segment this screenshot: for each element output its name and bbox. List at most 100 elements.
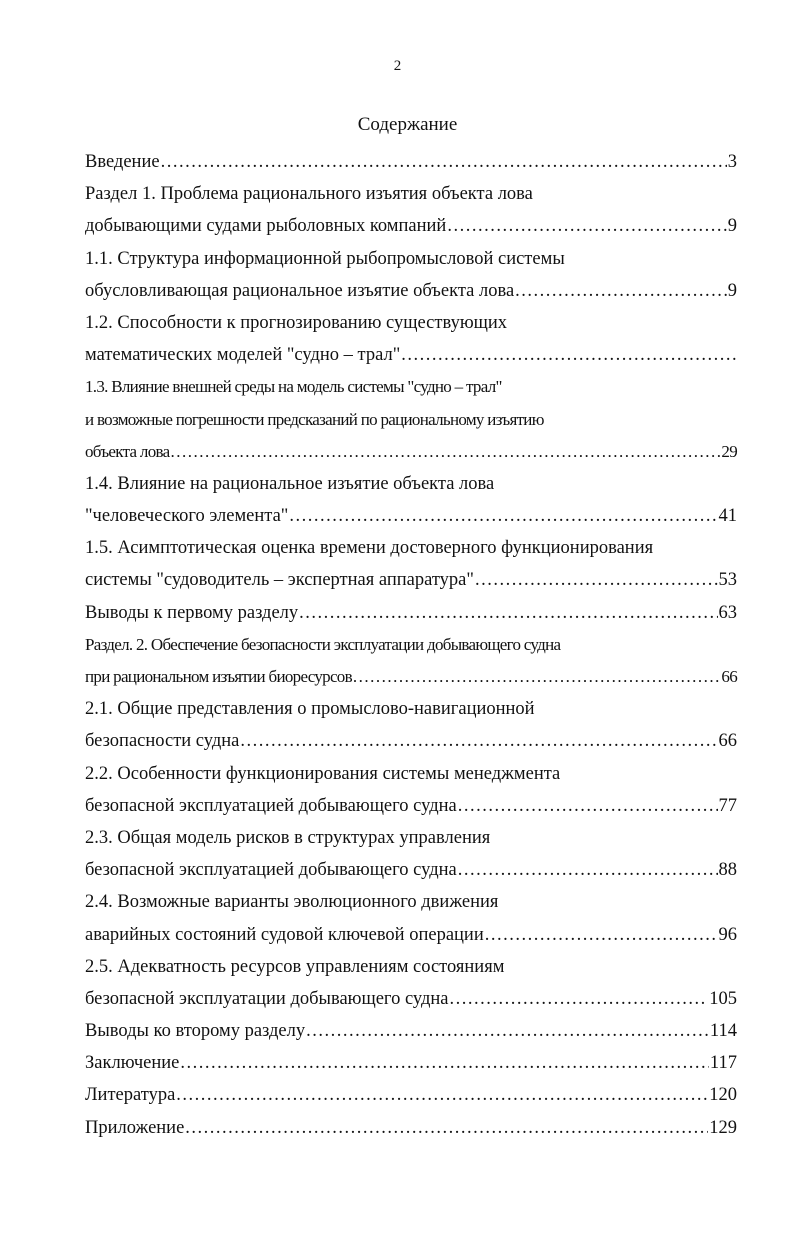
toc-entry: Приложение 129 xyxy=(85,1112,737,1144)
toc-entry: 2.5. Адекватность ресурсов управлениям с… xyxy=(85,951,737,983)
toc-entry-text: Раздел. 2. Обеспечение безопасности эксп… xyxy=(85,634,561,654)
toc-entry-text: 2.1. Общие представления о промыслово-на… xyxy=(85,699,535,720)
toc-entry-page: 9 xyxy=(727,216,737,237)
toc-entry: Выводы ко второму разделу 114 xyxy=(85,1015,737,1047)
toc-entry-text: объекта лова xyxy=(85,441,170,461)
toc-entry: 2.2. Особенности функционирования систем… xyxy=(85,758,737,790)
toc-entry: 1.2. Способности к прогнозированию сущес… xyxy=(85,307,737,339)
toc-entry: математических моделей "судно – трал" xyxy=(85,339,737,371)
toc-entry-text: 2.5. Адекватность ресурсов управлениям с… xyxy=(85,956,505,977)
toc-entry: 1.3. Влияние внешней среды на модель сис… xyxy=(85,371,737,403)
toc-entry: Раздел 1. Проблема рационального изъятия… xyxy=(85,178,737,210)
toc-entry-text: безопасной эксплуатацией добывающего суд… xyxy=(85,860,457,881)
dot-leader xyxy=(485,919,718,951)
toc-entry: Литература 120 xyxy=(85,1079,737,1111)
toc-entry-page: 77 xyxy=(718,795,738,816)
dot-leader xyxy=(306,1015,709,1047)
toc-entry-text: 2.4. Возможные варианты эволюционного дв… xyxy=(85,892,499,913)
table-of-contents: Введение 3 Раздел 1. Проблема рациональног… xyxy=(85,146,738,1144)
dot-leader xyxy=(458,790,718,822)
toc-entry-text: 1.5. Асимптотическая оценка времени дост… xyxy=(85,538,654,559)
toc-entry-page: 63 xyxy=(718,602,738,623)
toc-entry-page: 66 xyxy=(718,731,738,752)
dot-leader xyxy=(447,210,726,242)
toc-entry-text: добывающими судами рыболовных компаний xyxy=(85,216,447,237)
toc-entry-text: 1.1. Структура информационной рыбопромыс… xyxy=(85,248,565,269)
toc-entry: 1.5. Асимптотическая оценка времени дост… xyxy=(85,532,737,564)
toc-entry-text: Раздел 1. Проблема рационального изъятия… xyxy=(85,184,533,205)
toc-entry-text: при рациональном изъятии биоресурсов xyxy=(85,667,353,686)
dot-leader xyxy=(353,661,720,693)
toc-entry-page: 117 xyxy=(709,1053,737,1074)
toc-entry-page: 105 xyxy=(709,988,737,1009)
toc-entry-page: 29 xyxy=(721,441,737,461)
dot-leader xyxy=(176,1079,708,1111)
toc-entry: безопасной эксплуатацией добывающего суд… xyxy=(85,790,737,822)
toc-entry-text: Выводы к первому разделу xyxy=(85,602,299,623)
toc-entry-text: системы "судоводитель – экспертная аппар… xyxy=(85,570,474,591)
toc-entry: "человеческого элемента" 41 xyxy=(85,500,737,532)
dot-leader xyxy=(458,854,718,886)
toc-entry-text: 2.2. Особенности функционирования систем… xyxy=(85,763,561,784)
toc-entry: безопасной эксплуатации добывающего судн… xyxy=(85,983,737,1015)
toc-entry-page: 53 xyxy=(718,570,738,591)
toc-entry-text: Заключение xyxy=(85,1053,180,1074)
toc-entry: 2.3. Общая модель рисков в структурах уп… xyxy=(85,822,737,854)
toc-entry-page: 3 xyxy=(727,152,737,172)
toc-entry-text: безопасной эксплуатации добывающего судн… xyxy=(85,988,449,1009)
toc-entry-text: безопасности судна xyxy=(85,731,240,752)
dot-leader xyxy=(185,1112,708,1144)
toc-entry-text: аварийных состояний судовой ключевой опе… xyxy=(85,924,484,945)
toc-entry-text: Приложение xyxy=(85,1117,185,1138)
toc-entry-text: и возможные погрешности предсказаний по … xyxy=(85,409,544,429)
toc-entry-page: 66 xyxy=(721,667,737,686)
toc-entry-page: 120 xyxy=(709,1085,737,1106)
toc-entry-text: обусловливающая рациональное изъятие объ… xyxy=(85,280,515,301)
toc-entry: Выводы к первому разделу 63 xyxy=(85,597,737,629)
toc-entry-text: Выводы ко второму разделу xyxy=(85,1021,306,1042)
toc-entry: 2.4. Возможные варианты эволюционного дв… xyxy=(85,886,737,918)
toc-entry-page: 41 xyxy=(718,506,738,527)
toc-entry-text: Литература xyxy=(85,1085,176,1106)
dot-leader xyxy=(180,1047,709,1079)
toc-entry-text: 1.2. Способности к прогнозированию сущес… xyxy=(85,312,508,333)
toc-entry: Введение 3 xyxy=(85,146,737,178)
toc-entry-text: "человеческого элемента" xyxy=(85,506,289,527)
toc-entry-text: математических моделей "судно – трал" xyxy=(85,345,401,366)
toc-entry: 2.1. Общие представления о промыслово-на… xyxy=(85,693,737,725)
toc-entry-text: 2.3. Общая модель рисков в структурах уп… xyxy=(85,827,491,848)
dot-leader xyxy=(289,500,717,532)
toc-entry-text: 1.4. Влияние на рациональное изъятие объ… xyxy=(85,473,495,494)
toc-entry: Заключение 117 xyxy=(85,1047,737,1079)
toc-entry: при рациональном изъятии биоресурсов 66 xyxy=(85,661,738,693)
toc-entry: аварийных состояний судовой ключевой опе… xyxy=(85,919,737,951)
dot-leader xyxy=(401,339,736,371)
toc-entry: Раздел. 2. Обеспечение безопасности эксп… xyxy=(85,629,737,661)
dot-leader xyxy=(161,146,727,178)
toc-entry-page: 129 xyxy=(709,1117,737,1138)
toc-entry-page: 9 xyxy=(727,280,737,301)
toc-entry-text: 1.3. Влияние внешней среды на модель сис… xyxy=(85,377,502,397)
toc-entry-text: безопасной эксплуатацией добывающего суд… xyxy=(85,795,457,816)
dot-leader xyxy=(515,275,727,307)
dot-leader xyxy=(450,983,709,1015)
toc-entry-page: 88 xyxy=(718,860,738,881)
dot-leader xyxy=(475,564,718,596)
page-number: 2 xyxy=(393,58,402,74)
toc-entry: объекта лова 29 xyxy=(85,436,738,468)
toc-entry: 1.4. Влияние на рациональное изъятие объ… xyxy=(85,468,737,500)
page-title: Содержание xyxy=(357,114,458,135)
toc-entry: и возможные погрешности предсказаний по … xyxy=(85,404,737,436)
dot-leader xyxy=(299,597,717,629)
toc-entry: 1.1. Структура информационной рыбопромыс… xyxy=(85,243,737,275)
toc-entry: безопасной эксплуатацией добывающего суд… xyxy=(85,854,737,886)
toc-entry: добывающими судами рыболовных компаний 9 xyxy=(85,210,737,242)
dot-leader xyxy=(240,725,717,757)
toc-entry: безопасности судна 66 xyxy=(85,725,737,757)
toc-entry-page: 96 xyxy=(718,924,738,945)
dot-leader xyxy=(170,436,720,468)
toc-entry: обусловливающая рациональное изъятие объ… xyxy=(85,275,737,307)
toc-entry: системы "судоводитель – экспертная аппар… xyxy=(85,564,737,596)
toc-entry-page: 114 xyxy=(709,1021,737,1042)
toc-entry-text: Введение xyxy=(85,152,160,172)
